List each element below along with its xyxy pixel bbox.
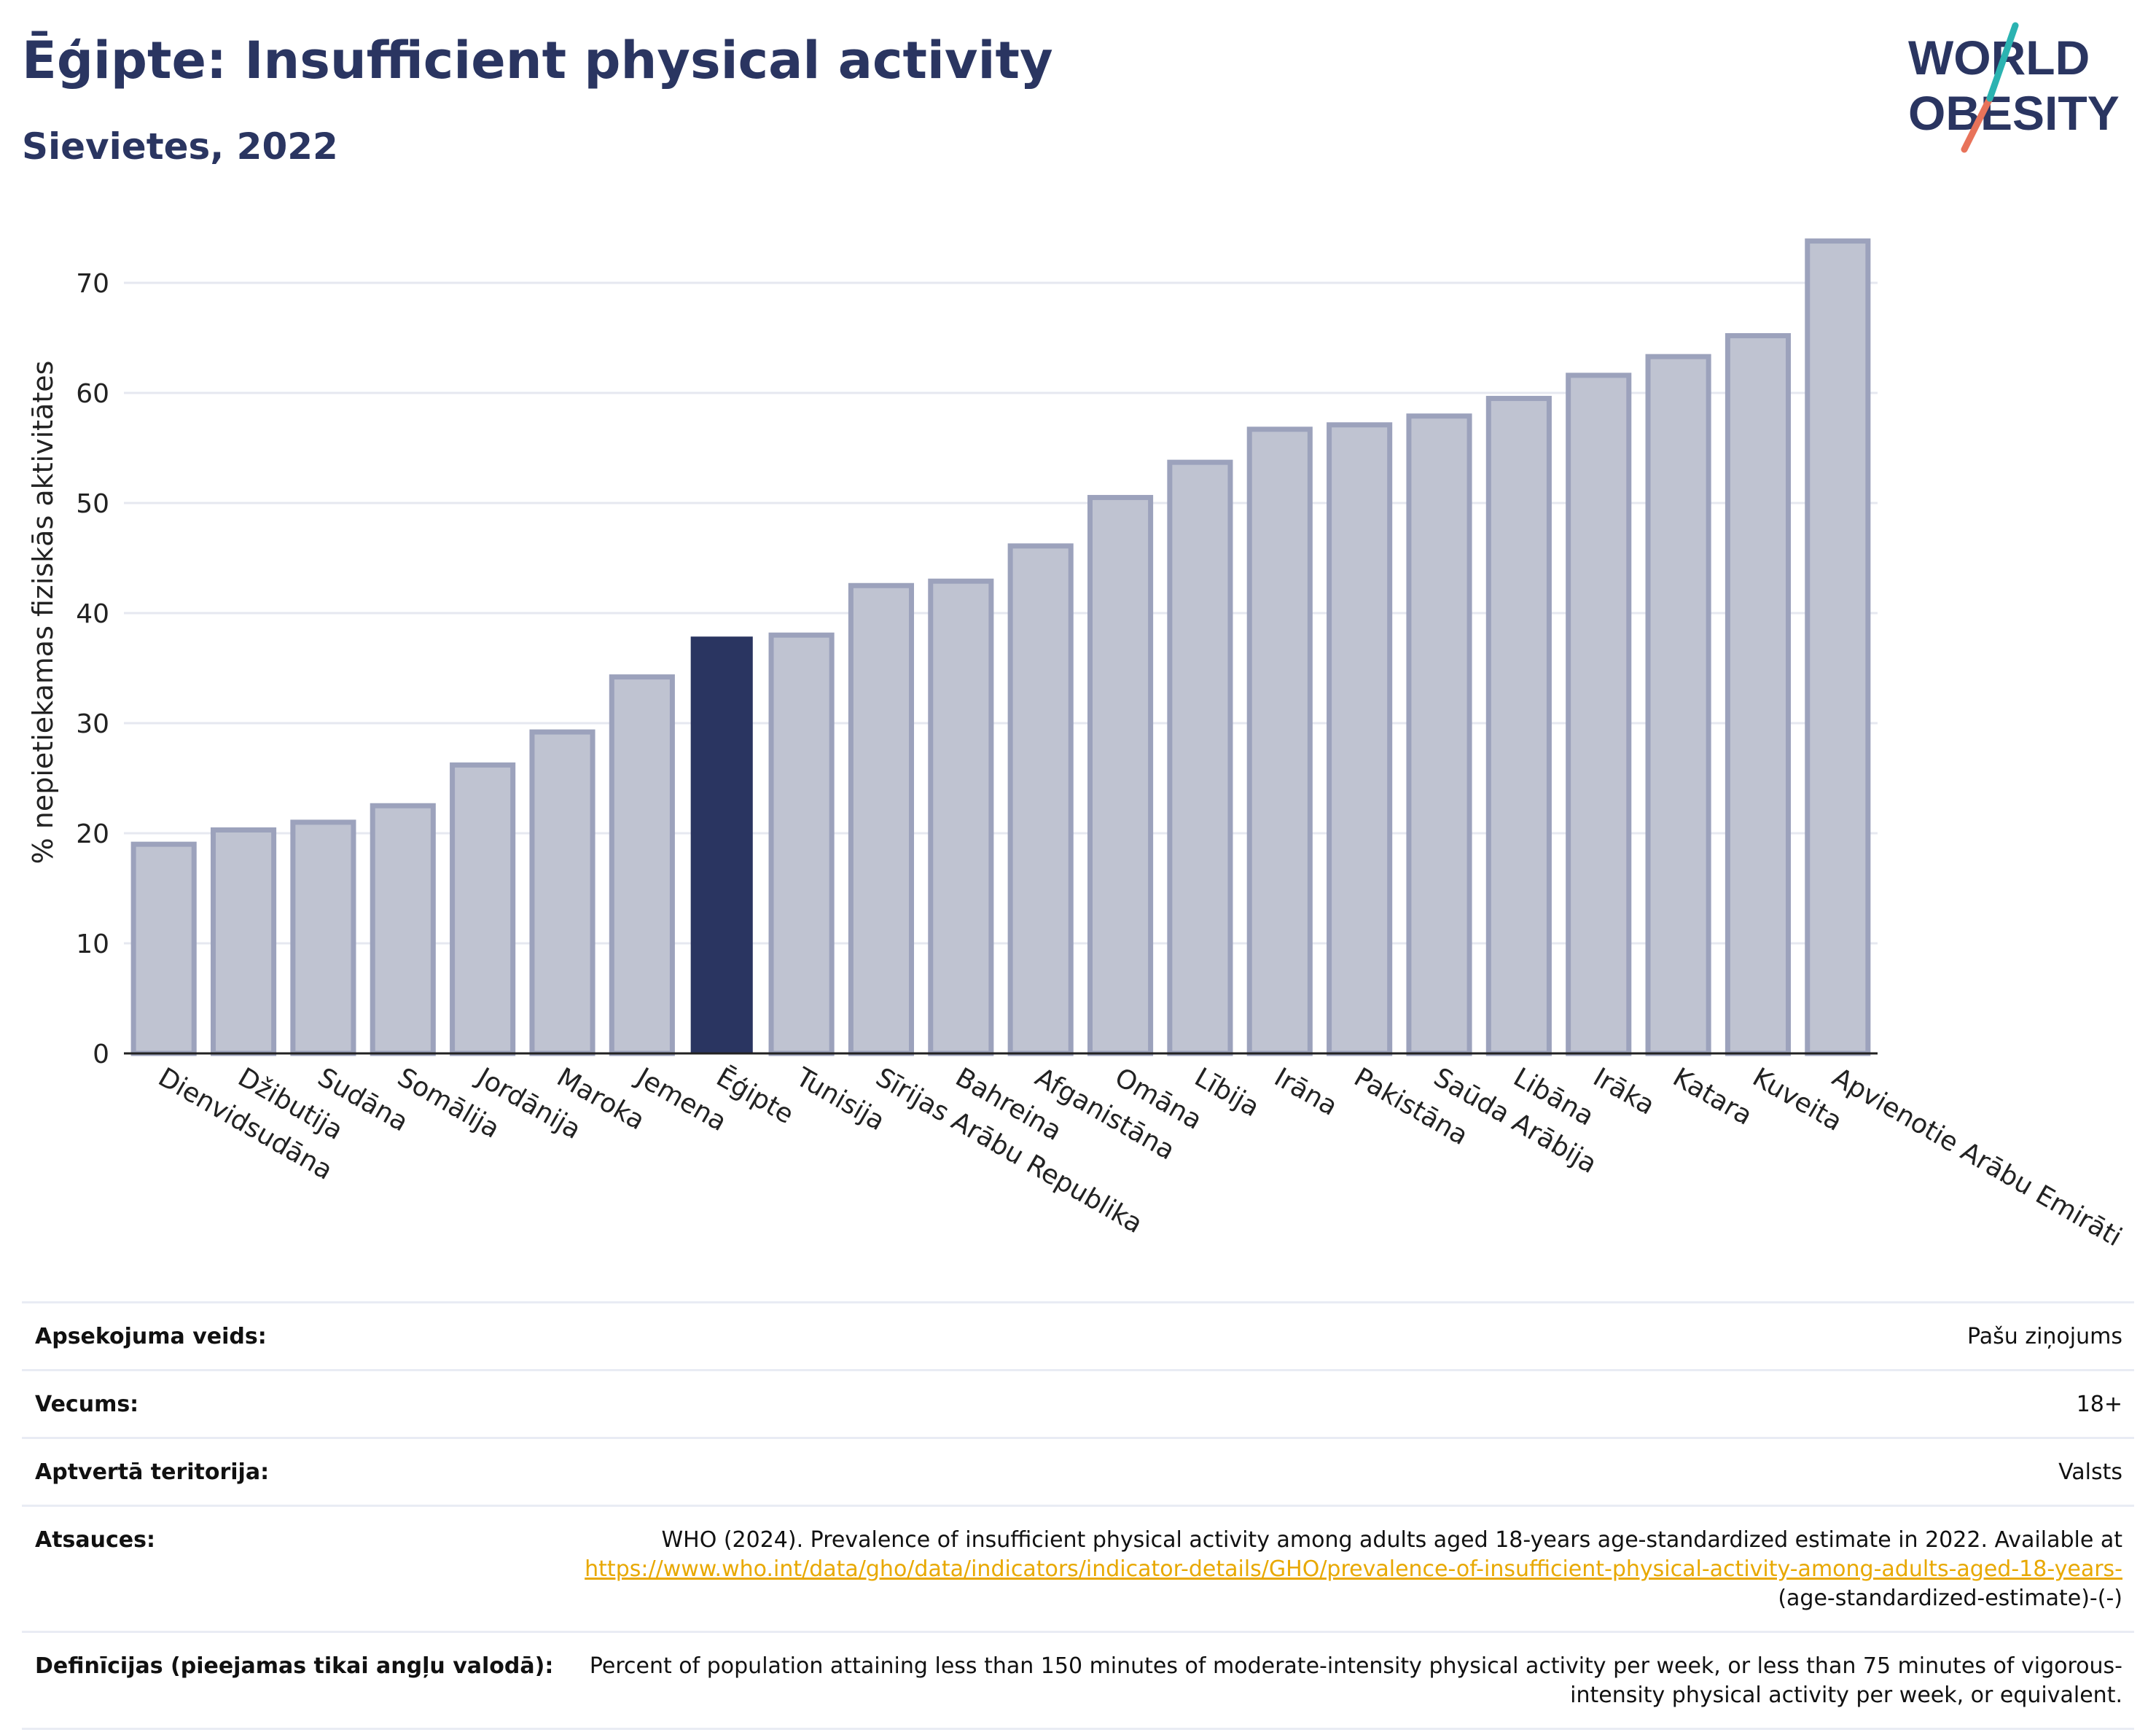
- bar-13: [1167, 459, 1233, 1056]
- bar-15: [1327, 422, 1393, 1056]
- y-tick-label: 50: [76, 489, 109, 519]
- bar-8: [768, 632, 835, 1056]
- bars: [130, 238, 1871, 1056]
- bar-0: [130, 841, 197, 1056]
- chart-title: Ēģipte: Insufficient physical activity: [22, 31, 1053, 90]
- info-value: 18+: [565, 1369, 2134, 1438]
- logo-slash-coral: [1961, 95, 1993, 153]
- bar-11: [1007, 543, 1074, 1056]
- bar-12: [1087, 494, 1154, 1056]
- bar-7: [690, 636, 753, 1054]
- bar-17: [1485, 396, 1552, 1056]
- chart-subtitle: Sievietes, 2022: [22, 125, 338, 168]
- bar-2: [290, 819, 356, 1056]
- info-value: Valsts: [565, 1437, 2134, 1506]
- info-value: Pašu ziņojums: [565, 1301, 2134, 1371]
- x-tick-label: Tunisija: [790, 1062, 890, 1136]
- sources-suffix: (age-standardized-estimate)-(-): [1778, 1586, 2122, 1611]
- info-row-sources: Atsauces: WHO (2024). Prevalence of insu…: [22, 1505, 2134, 1632]
- bar-9: [848, 582, 915, 1056]
- y-axis-label: % nepietiekamas fiziskās aktivitātes: [27, 361, 59, 865]
- x-tick-label: Katara: [1668, 1062, 1757, 1131]
- y-tick-label: 30: [76, 709, 109, 739]
- info-row-coverage: Aptvertā teritorija: Valsts: [22, 1437, 2134, 1506]
- bar-1: [210, 827, 277, 1056]
- definitions-value: Percent of population attaining less tha…: [565, 1631, 2134, 1730]
- logo-slash-teal: [1986, 22, 2019, 102]
- world-obesity-logo: WORLD OBESITY: [1908, 22, 2120, 153]
- bar-4: [450, 762, 516, 1056]
- logo-line2: OBESITY: [1908, 86, 2120, 140]
- info-key: Vecums:: [22, 1369, 566, 1438]
- y-tick-label: 60: [76, 379, 109, 409]
- x-tick-label: Irāna: [1269, 1062, 1342, 1122]
- sources-value: WHO (2024). Prevalence of insufficient p…: [565, 1505, 2134, 1632]
- info-key: Apsekojuma veids:: [22, 1301, 566, 1371]
- info-row-definitions: Definīcijas (pieejamas tikai angļu valod…: [22, 1631, 2134, 1730]
- bar-5: [529, 729, 595, 1056]
- y-tick-label: 40: [76, 599, 109, 629]
- sources-text: WHO (2024). Prevalence of insufficient p…: [661, 1527, 2122, 1553]
- bar-21: [1805, 238, 1871, 1056]
- y-tick-label: 0: [93, 1040, 109, 1069]
- bar-6: [609, 674, 675, 1056]
- x-tick-labels: DienvidsudānaDžibutijaSudānaSomālijaJord…: [153, 1061, 2127, 1252]
- info-row-survey-type: Apsekojuma veids: Pašu ziņojums: [22, 1301, 2134, 1371]
- bar-14: [1246, 426, 1313, 1056]
- info-key: Aptvertā teritorija:: [22, 1437, 566, 1506]
- bar-10: [928, 578, 994, 1056]
- bar-16: [1406, 413, 1472, 1056]
- bar-chart: 0 10 20 30 40 50 60 70 DienvidsudānaDžibutijaSu…: [27, 238, 2127, 1252]
- y-tick-label: 70: [76, 269, 109, 299]
- x-tick-label: Jemena: [630, 1061, 732, 1137]
- info-table: Apsekojuma veids: Pašu ziņojums Vecums: …: [22, 1301, 2134, 1730]
- bar-20: [1725, 332, 1792, 1056]
- x-tick-label: Irāka: [1588, 1062, 1660, 1120]
- bar-18: [1566, 373, 1632, 1056]
- bar-19: [1645, 354, 1711, 1056]
- x-tick-label: Kuveita: [1747, 1062, 1847, 1137]
- definitions-key: Definīcijas (pieejamas tikai angļu valod…: [22, 1631, 566, 1730]
- sources-key: Atsauces:: [22, 1505, 566, 1632]
- info-row-age: Vecums: 18+: [22, 1369, 2134, 1438]
- y-tick-label: 10: [76, 929, 109, 959]
- bar-3: [370, 803, 436, 1056]
- y-tick-labels: 0 10 20 30 40 50 60 70: [76, 269, 109, 1069]
- x-tick-label: Apvienotie Arābu Emirāti: [1827, 1062, 2127, 1252]
- y-tick-label: 20: [76, 819, 109, 849]
- sources-link[interactable]: https://www.who.int/data/gho/data/indica…: [585, 1556, 2122, 1582]
